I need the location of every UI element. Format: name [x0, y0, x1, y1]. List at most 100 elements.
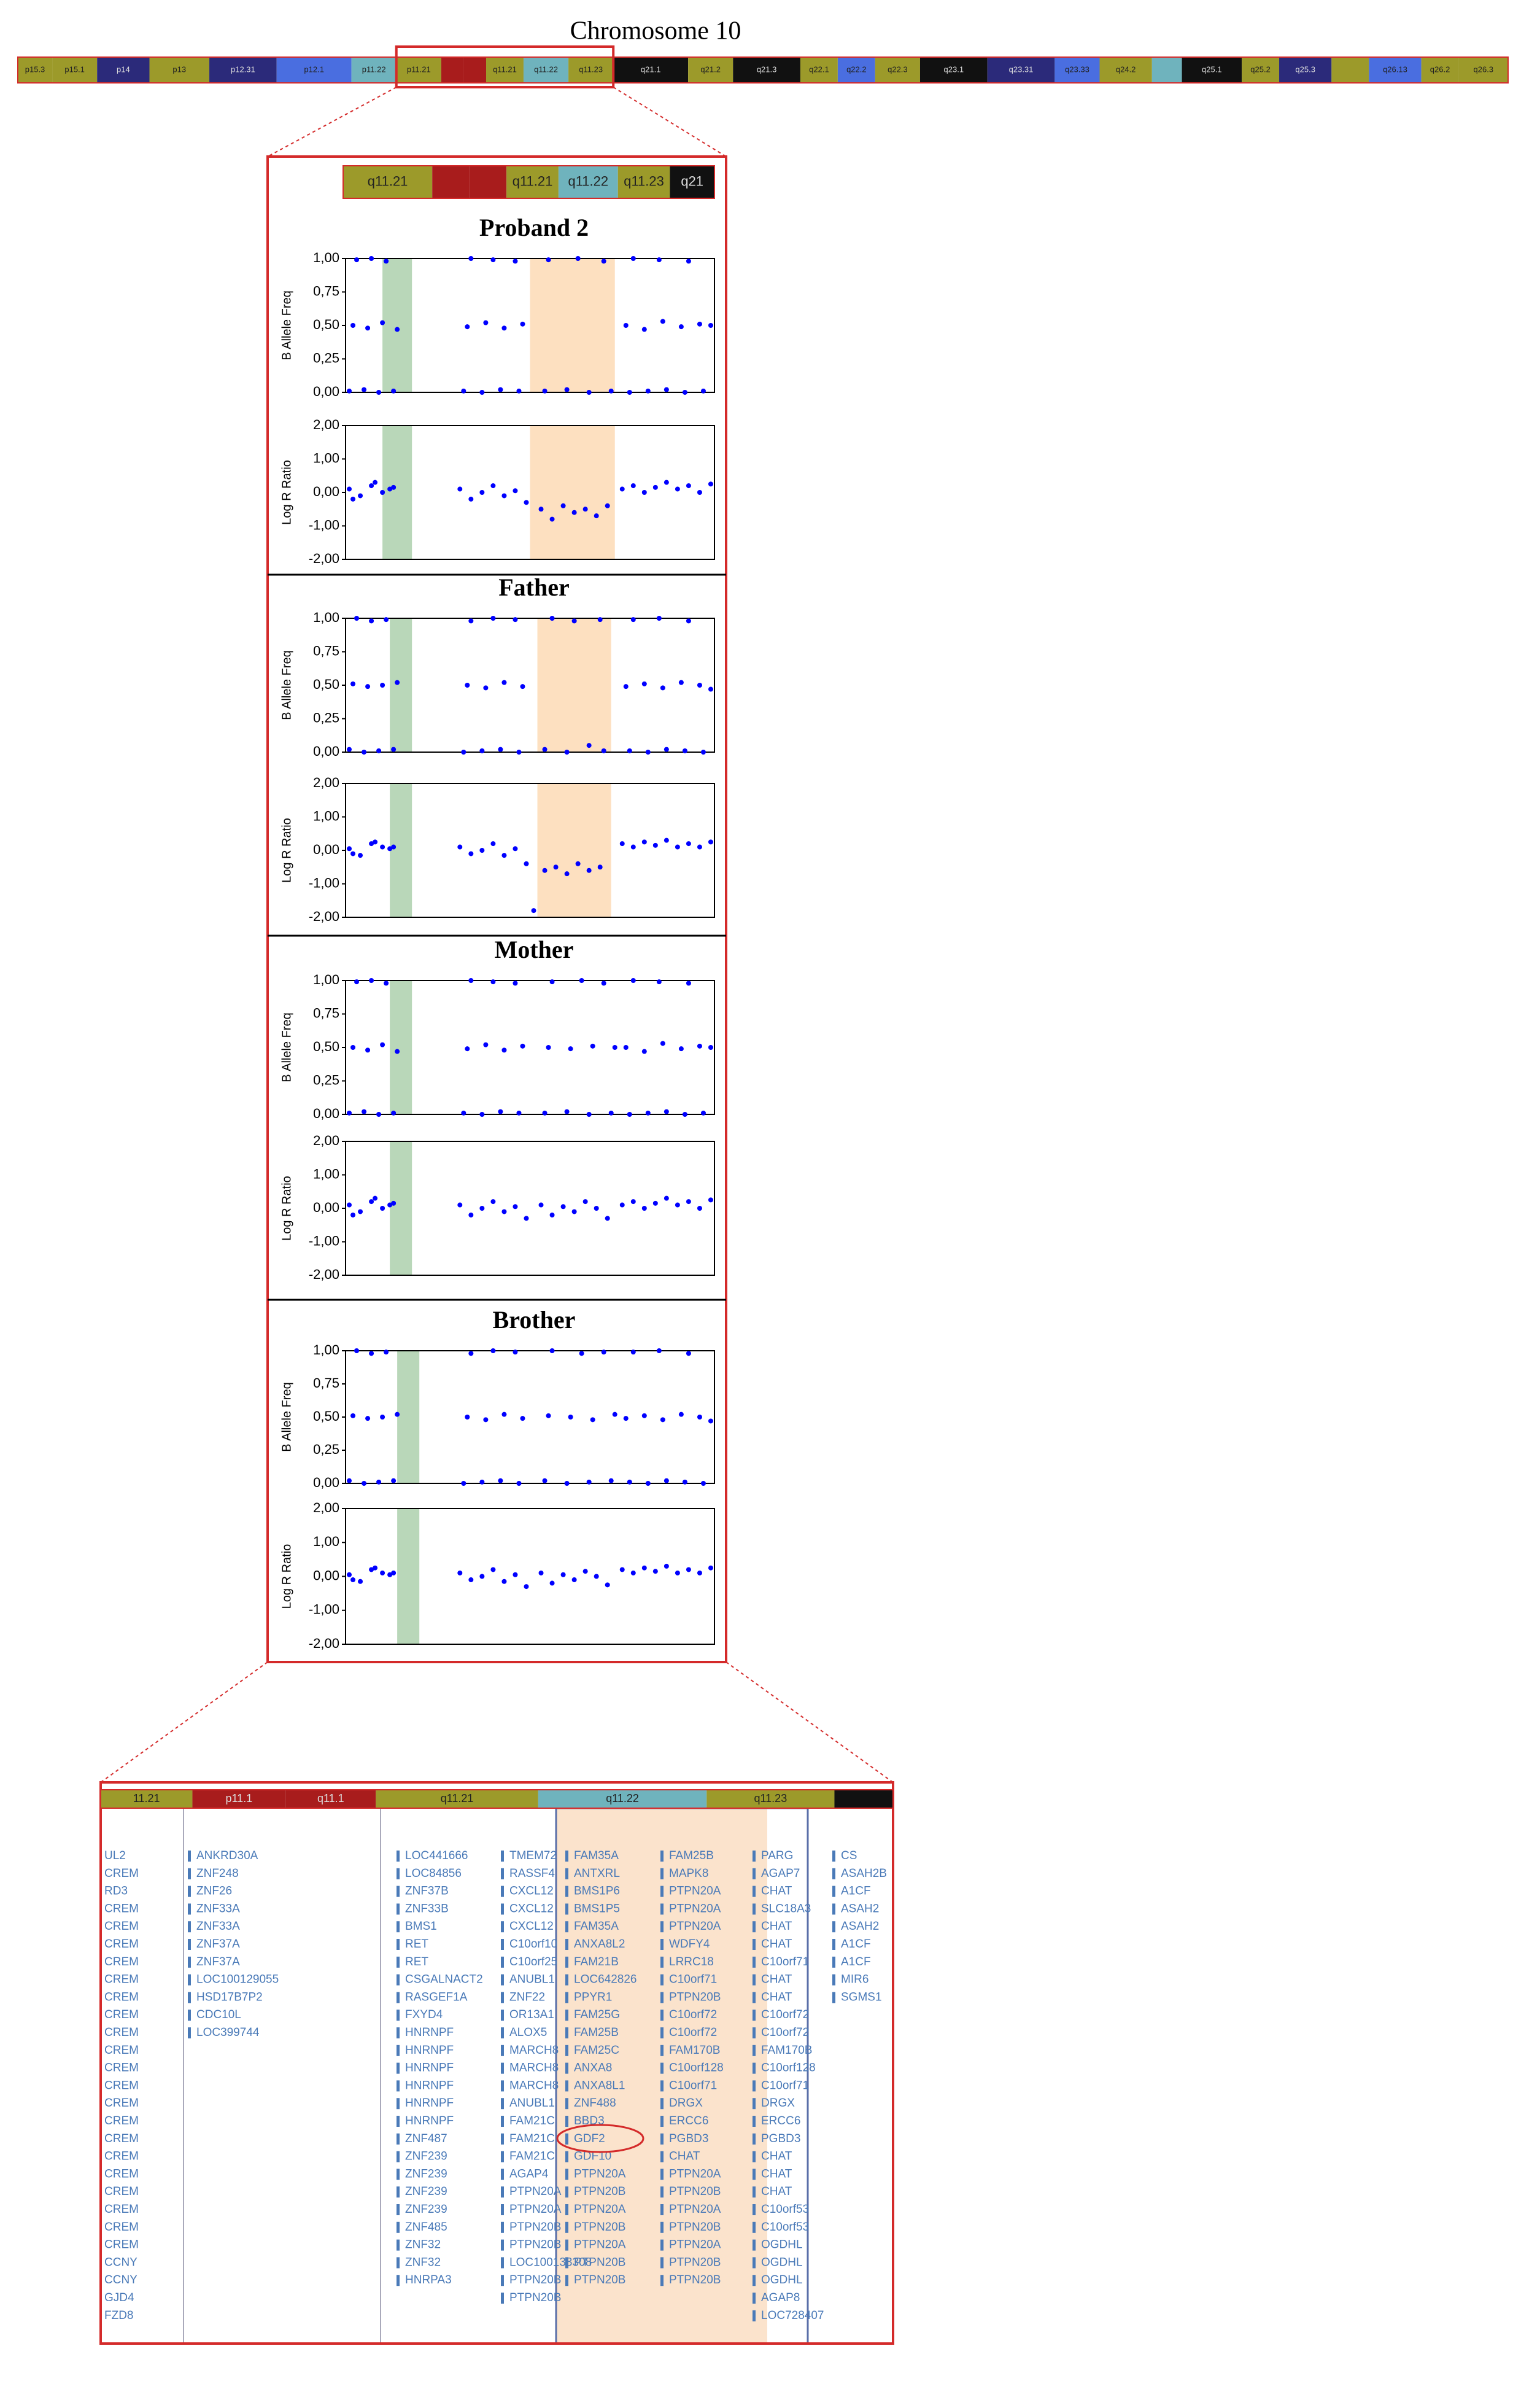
data-point [362, 387, 367, 392]
gene-glyph [397, 2204, 400, 2215]
data-point [520, 321, 525, 327]
data-point [347, 1110, 352, 1116]
data-point [675, 1202, 680, 1208]
band-label: q11.1 [317, 1792, 344, 1804]
data-point [380, 844, 385, 850]
gene-glyph [753, 2239, 756, 2251]
data-point [358, 493, 363, 499]
gene-glyph [96, 1886, 99, 1897]
band-label: q26.2 [1430, 64, 1450, 74]
gene-glyph [188, 2027, 191, 2038]
gene-label: C10orf71 [669, 1973, 717, 1986]
y-tick-label: 2,00 [313, 775, 339, 790]
data-point [568, 1046, 573, 1052]
gene-label: ZNF37B [405, 1885, 449, 1898]
gene-glyph [565, 2257, 568, 2269]
gene-glyph [565, 2062, 568, 2074]
data-point [586, 1112, 592, 1117]
data-point [660, 1417, 665, 1423]
gene-glyph [397, 1868, 400, 1879]
data-point [697, 844, 702, 850]
gene-glyph [397, 2116, 400, 2127]
y-tick-label: 0,00 [313, 384, 339, 399]
data-point [560, 503, 566, 508]
gene-label: CREM [104, 2239, 139, 2251]
gene-label: CREM [104, 1938, 139, 1951]
data-point [627, 1112, 632, 1117]
data-point [645, 1481, 651, 1486]
data-point [483, 685, 489, 691]
gene-glyph [660, 1851, 664, 1862]
data-point [664, 1195, 669, 1201]
y-tick-label: -2,00 [309, 1267, 339, 1282]
data-point [524, 500, 529, 505]
y-axis-label: B Allele Freq [280, 650, 293, 720]
gene-label: ZNF487 [405, 2132, 447, 2145]
data-point [630, 1199, 636, 1205]
band [617, 166, 670, 198]
y-tick-label: 0,00 [313, 744, 339, 759]
gene-label: ZNF239 [405, 2203, 447, 2216]
gene-label: CREM [104, 1920, 139, 1933]
gene-labels: UL2 CREM RD3 CREM CREM CREM CREM CREM CREM CREM CR… [96, 1849, 887, 2322]
data-point [373, 1565, 378, 1571]
band-label: q11.21 [441, 1792, 474, 1804]
data-point [391, 1478, 397, 1483]
gene-glyph [96, 1868, 99, 1879]
gene-glyph [832, 1939, 835, 1950]
gene-label: FAM170B [669, 2044, 720, 2057]
band-label: q11.23 [624, 173, 664, 188]
data-point [652, 1200, 658, 1206]
gene-glyph [501, 2133, 504, 2145]
gene-label: HNRNPF [405, 2115, 454, 2127]
band-label: p11.21 [407, 64, 431, 74]
gene-glyph [660, 2204, 664, 2215]
gene-label: PTPN20B [574, 2185, 625, 2198]
gene-label: CHAT [669, 2150, 700, 2163]
data-point [490, 1567, 496, 1572]
data-point [594, 513, 599, 519]
data-point [697, 1415, 702, 1420]
data-point [490, 616, 496, 621]
data-point [468, 1577, 474, 1583]
data-point [652, 842, 658, 848]
gene-glyph [96, 1903, 99, 1914]
gene-glyph [753, 1974, 756, 1986]
gene-glyph [832, 1903, 835, 1915]
gene-glyph [565, 1992, 568, 2003]
gene-glyph [832, 1921, 835, 1933]
band-label: q23.33 [1065, 64, 1089, 74]
data-point [597, 864, 603, 870]
band-label: q11.22 [534, 64, 558, 74]
gene-glyph [565, 2133, 568, 2145]
data-point [627, 748, 632, 753]
data-point [391, 1110, 397, 1116]
gene-label: C10orf128 [761, 2062, 816, 2075]
data-point [700, 1481, 706, 1486]
data-point [347, 388, 352, 394]
gene-label: C10orf10 [509, 1938, 557, 1951]
data-point [597, 617, 603, 623]
data-point [531, 908, 536, 914]
data-point [571, 510, 577, 515]
shaded-region [390, 1141, 412, 1275]
gene-glyph [753, 2293, 756, 2304]
gene-glyph [501, 2204, 504, 2215]
data-point [682, 390, 687, 395]
band-label: p12.1 [304, 64, 324, 74]
band [919, 57, 988, 83]
data-point [619, 486, 625, 492]
gene-label: ZNF239 [405, 2167, 447, 2180]
band-label: q21.3 [757, 64, 777, 74]
data-point [708, 1045, 713, 1050]
y-tick-label: 1,00 [313, 972, 339, 987]
data-point [362, 1481, 367, 1486]
gene-label: ANUBL1 [509, 2097, 555, 2110]
y-tick-label: 0,75 [313, 1005, 339, 1020]
data-point [468, 256, 474, 261]
gene-glyph [565, 2027, 568, 2038]
data-point [571, 618, 577, 624]
data-point [490, 841, 496, 847]
data-point [619, 1202, 625, 1208]
